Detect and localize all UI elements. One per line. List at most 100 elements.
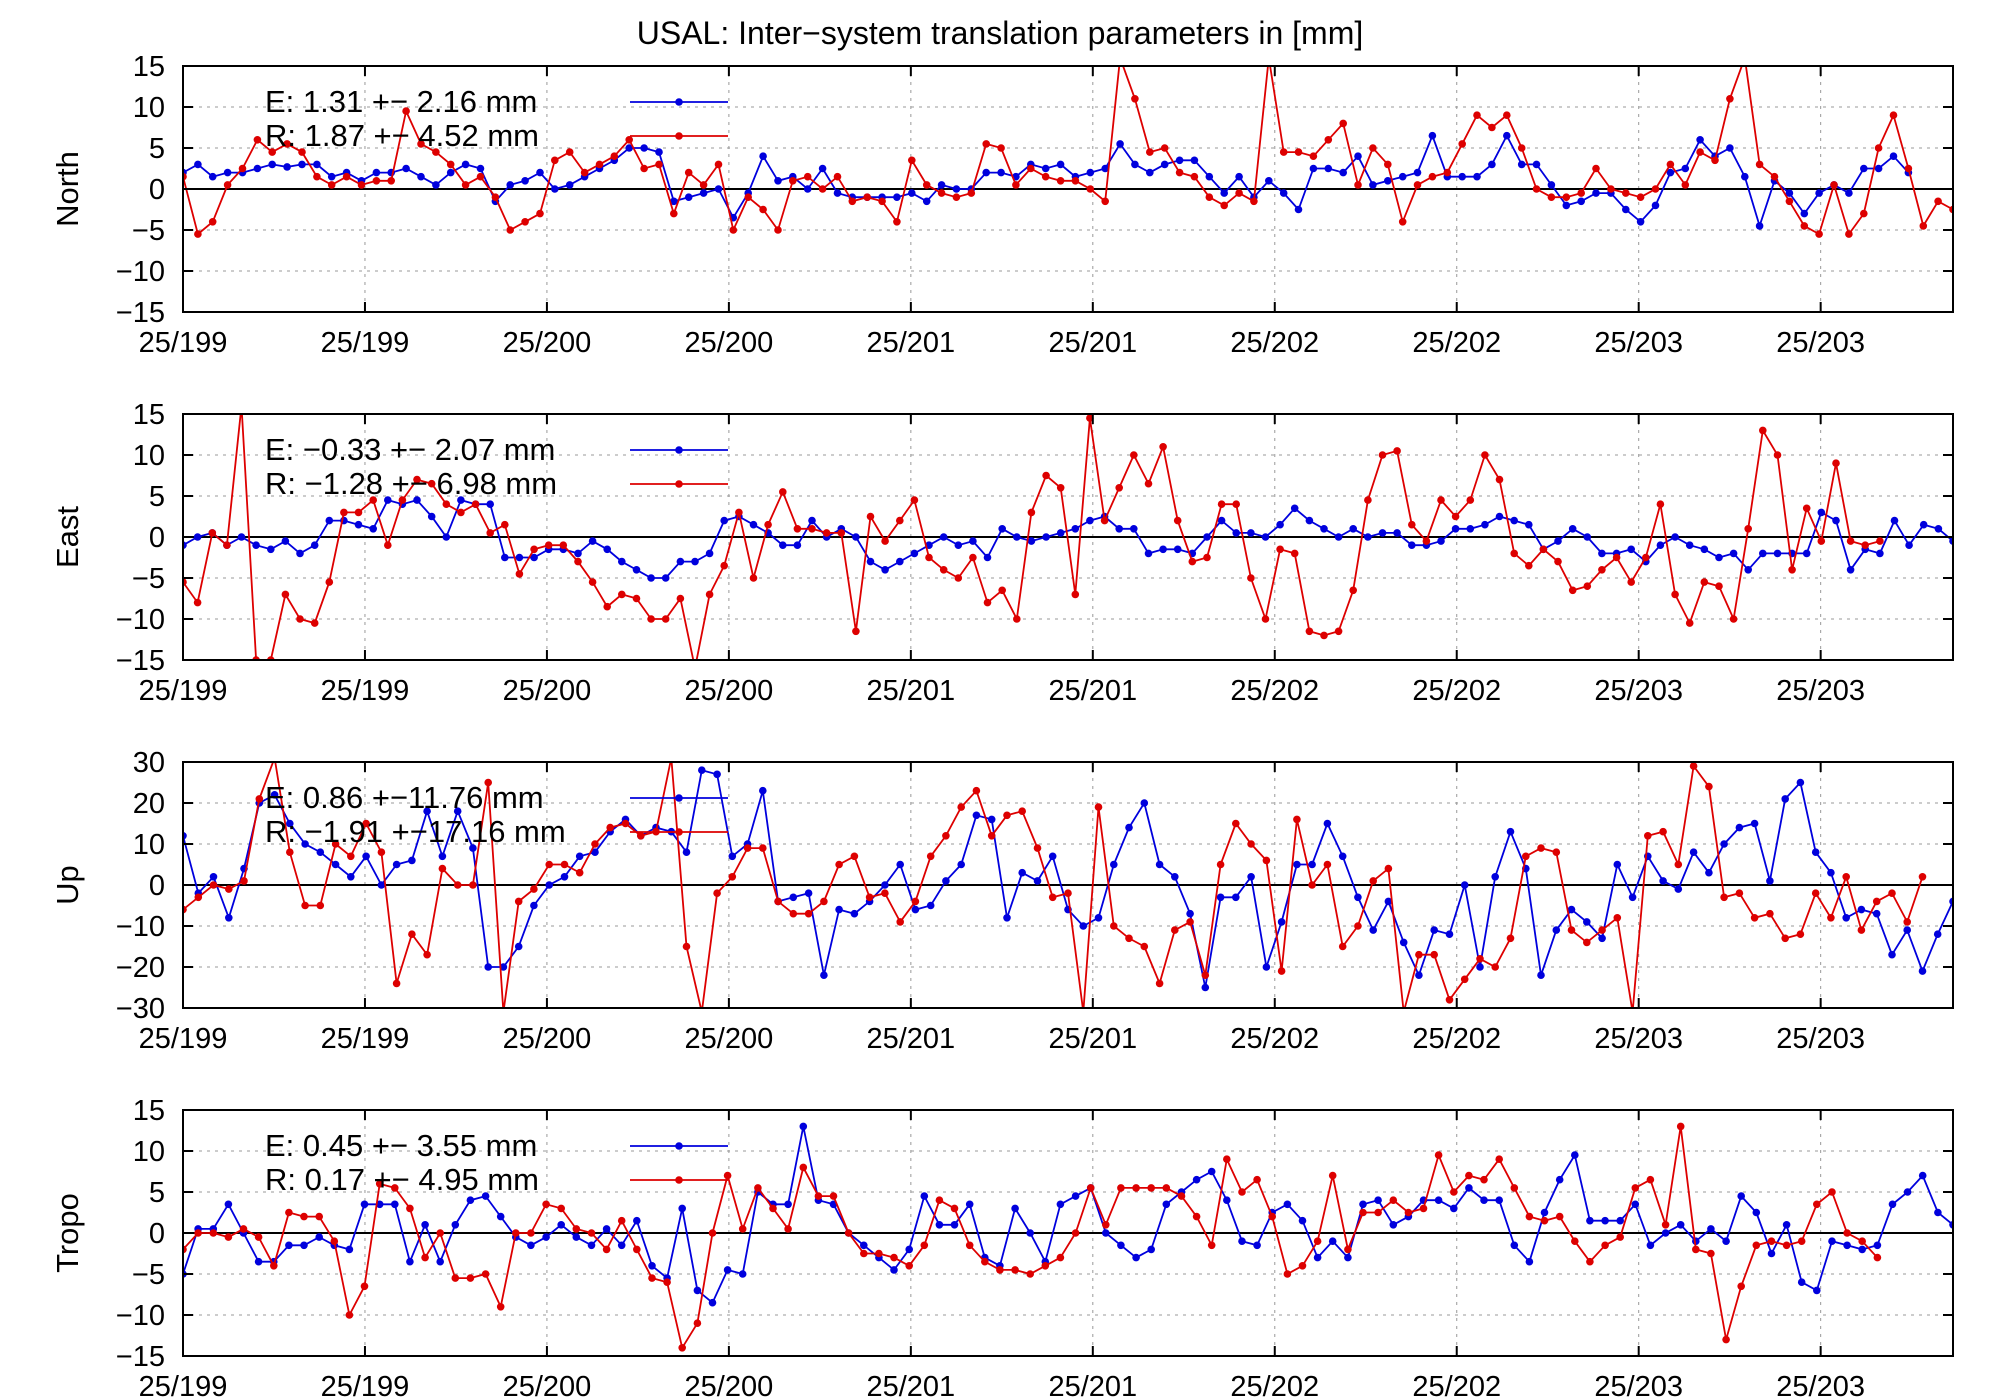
data-point	[1586, 1216, 1594, 1225]
data-point	[1190, 156, 1199, 165]
data-point	[1700, 545, 1709, 554]
data-point	[1144, 479, 1153, 488]
data-point	[296, 615, 304, 623]
data-point	[1027, 508, 1036, 517]
data-point	[481, 1270, 490, 1278]
data-point	[1027, 164, 1035, 173]
data-point	[1398, 218, 1407, 226]
data-point	[1785, 197, 1794, 206]
data-point	[1116, 140, 1124, 148]
data-point	[1018, 807, 1026, 815]
data-point	[313, 172, 321, 181]
legend-swatch-point	[675, 1142, 683, 1150]
data-point	[1253, 1241, 1261, 1250]
data-point	[417, 172, 425, 181]
y-tick-label: 5	[149, 1177, 165, 1209]
data-point	[453, 881, 462, 889]
data-point	[1384, 897, 1393, 906]
data-point	[1759, 549, 1767, 558]
x-tick-label: 25/203	[1594, 1371, 1683, 1400]
data-point	[427, 512, 436, 521]
data-point	[835, 905, 843, 914]
legend-label-r: R: −1.28 +− 6.98 mm	[265, 466, 557, 501]
data-point	[1696, 148, 1704, 156]
data-point	[939, 566, 948, 574]
data-point	[1048, 893, 1057, 902]
data-point	[1568, 525, 1577, 533]
data-point	[972, 786, 981, 795]
data-point	[691, 557, 699, 566]
data-point	[896, 860, 904, 869]
data-point	[893, 218, 901, 226]
data-point	[749, 574, 758, 582]
legend-swatch-point	[675, 446, 683, 454]
data-point	[1741, 172, 1749, 181]
data-point	[545, 860, 553, 869]
data-point	[1802, 504, 1811, 513]
data-point	[603, 602, 611, 611]
data-point	[632, 566, 641, 574]
data-point	[432, 181, 440, 189]
data-point	[457, 508, 465, 517]
data-point	[648, 1274, 656, 1282]
data-point	[572, 1225, 581, 1233]
data-point	[469, 844, 477, 852]
data-point	[580, 168, 589, 177]
data-point	[1933, 930, 1942, 938]
data-point	[875, 1249, 883, 1258]
data-point	[193, 533, 202, 541]
data-point	[693, 1319, 702, 1327]
data-point	[486, 529, 495, 537]
data-point	[1013, 533, 1021, 541]
data-point	[1495, 475, 1504, 484]
data-point	[417, 140, 425, 148]
data-point	[1451, 512, 1460, 521]
data-point	[1101, 197, 1109, 206]
y-tick-label: 10	[133, 92, 165, 124]
data-point	[865, 893, 874, 902]
data-point	[1235, 189, 1243, 197]
data-point	[969, 537, 977, 545]
data-point	[1773, 451, 1782, 459]
data-point	[194, 893, 203, 902]
data-point	[1339, 119, 1347, 128]
data-point	[347, 852, 355, 861]
data-point	[406, 1257, 414, 1266]
data-point	[774, 177, 782, 185]
data-point	[705, 549, 714, 558]
data-point	[759, 205, 767, 214]
y-tick-label: 0	[149, 870, 165, 902]
y-tick-label: −5	[132, 215, 165, 247]
data-point	[1627, 578, 1635, 586]
x-tick-label: 25/203	[1594, 1023, 1683, 1055]
data-point	[1247, 840, 1255, 848]
data-point	[354, 520, 363, 529]
data-point	[720, 561, 728, 570]
data-point	[1755, 222, 1764, 230]
legend: E: −0.33 +− 2.07 mmR: −1.28 +− 6.98 mm	[265, 432, 728, 501]
data-point	[301, 901, 309, 910]
data-point	[587, 1229, 596, 1237]
data-point	[557, 1204, 565, 1213]
data-point	[240, 877, 248, 885]
data-point	[1510, 1241, 1519, 1250]
data-point	[939, 533, 948, 541]
x-tick-label: 25/201	[1048, 327, 1137, 359]
data-point	[1458, 172, 1466, 181]
legend-label-e: E: 0.45 +− 3.55 mm	[265, 1128, 537, 1163]
data-point	[530, 901, 538, 910]
data-point	[1782, 1241, 1791, 1250]
data-point	[1800, 222, 1809, 230]
data-point	[987, 832, 996, 840]
data-point	[595, 160, 604, 169]
data-point	[551, 156, 559, 165]
x-tick-label: 25/200	[685, 1023, 774, 1055]
data-point	[438, 852, 447, 861]
data-point	[1042, 533, 1050, 541]
data-point	[1393, 447, 1401, 455]
data-point	[208, 218, 217, 226]
data-point	[1767, 1249, 1776, 1258]
data-point	[678, 1344, 686, 1352]
data-point	[1328, 1171, 1337, 1180]
data-point	[1117, 1241, 1125, 1250]
